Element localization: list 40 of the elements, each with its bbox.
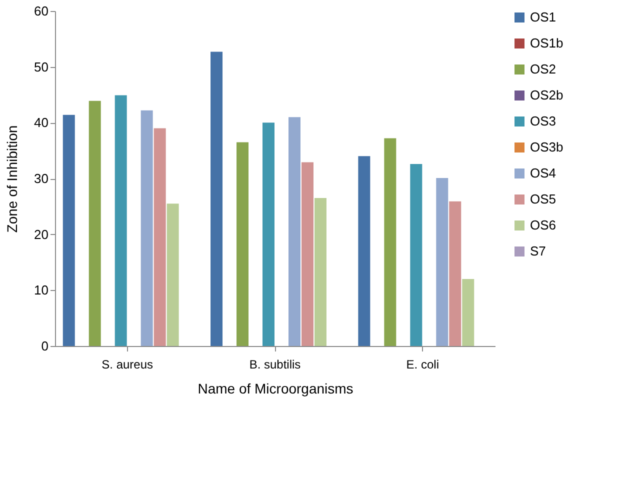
x-axis-title: Name of Microorganisms [198, 380, 354, 396]
bar [210, 52, 223, 346]
y-tick-label: 60 [34, 4, 48, 18]
legend-label: S7 [530, 244, 546, 258]
legend-label: OS1b [530, 36, 564, 50]
bar [301, 162, 314, 346]
bar [288, 117, 300, 346]
bar [236, 142, 249, 346]
bar [384, 138, 396, 346]
legend-label: OS4 [530, 166, 556, 180]
bar [88, 100, 101, 346]
y-tick-label: 0 [41, 338, 48, 354]
legend-label: OS3b [530, 140, 564, 154]
legend-label: OS2 [530, 62, 556, 76]
bar [410, 164, 422, 346]
legend-label: OS6 [530, 218, 556, 232]
bar [462, 279, 474, 346]
x-tick-label: S. aureus [102, 358, 154, 372]
bar [114, 95, 127, 346]
bar [314, 198, 326, 346]
bar [449, 201, 462, 346]
bar [262, 122, 275, 346]
bar [140, 110, 153, 346]
legend-label: OS1 [530, 10, 556, 24]
bar [62, 114, 75, 346]
y-tick-label: 50 [34, 59, 48, 74]
bar [154, 128, 166, 346]
x-tick-label: B. subtilis [249, 358, 301, 372]
y-tick-label: 30 [34, 171, 48, 186]
y-tick-label: 10 [34, 282, 48, 298]
legend-label: OS3 [530, 114, 556, 128]
legend-label: OS2b [530, 88, 564, 102]
bar [166, 204, 179, 346]
y-tick-label: 20 [34, 226, 48, 242]
legend-label: OS5 [530, 192, 556, 206]
y-axis-title: Zone of Inhibition [4, 125, 20, 233]
y-tick-label: 40 [34, 115, 48, 130]
x-tick-label: E. coli [406, 358, 439, 372]
bar [436, 178, 448, 346]
bar [358, 156, 370, 346]
